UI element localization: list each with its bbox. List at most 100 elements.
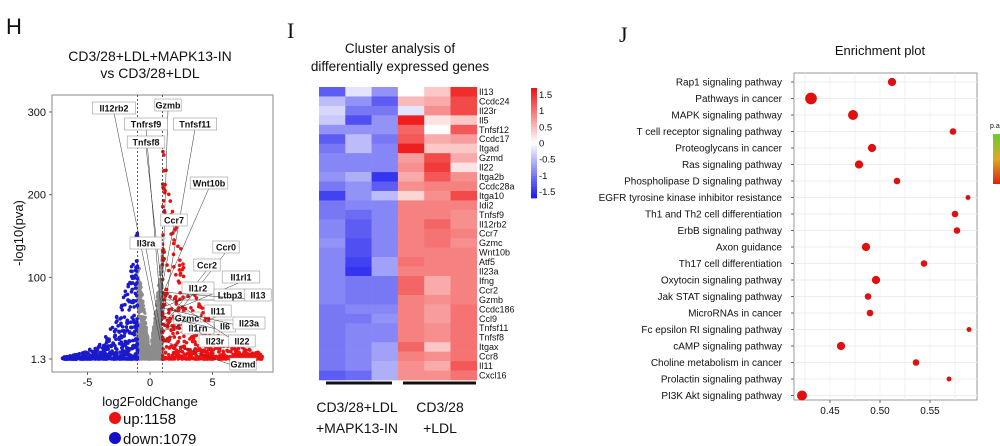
heatmap-cell <box>319 342 346 352</box>
down-point <box>97 342 102 347</box>
heatmap-row-label: Idi2 <box>479 200 494 210</box>
heatmap-cell <box>397 247 425 258</box>
up-point <box>181 274 186 279</box>
heatmap-cell <box>397 87 425 97</box>
ns-point <box>153 349 157 354</box>
down-point <box>127 338 132 343</box>
up-point <box>167 192 171 197</box>
volcano-axes: -5 0 5 1.3 100 200 300 <box>28 107 216 389</box>
heatmap-cell <box>319 219 346 230</box>
pathway-label: Rap1 signaling pathway <box>676 78 782 89</box>
down-point <box>127 330 132 334</box>
ns-point <box>144 331 148 335</box>
up-point <box>178 290 182 295</box>
heatmap-cell <box>371 313 399 324</box>
heatmap-row-label: Gzmc <box>479 238 503 248</box>
down-point <box>120 308 125 312</box>
up-point <box>200 350 205 354</box>
colorbar-segment <box>531 143 537 147</box>
pathway-label: Choline metabolism in cancer <box>651 358 783 369</box>
up-point <box>174 225 178 230</box>
down-point <box>118 350 122 354</box>
up-point <box>219 353 223 357</box>
heatmap-cell <box>371 304 399 315</box>
colorbar-segment <box>531 126 537 130</box>
up-point <box>191 356 196 361</box>
heatmap-cell <box>424 370 451 381</box>
heatmap-cell <box>345 332 372 343</box>
ns-point <box>139 281 143 286</box>
heatmap-cell <box>450 247 478 258</box>
x-tick-label: 5 <box>209 377 215 389</box>
up-point <box>228 349 233 354</box>
gene-label: Tnfsf11 <box>179 120 211 130</box>
gene-label-box <box>154 98 182 112</box>
gene-label: Il13 <box>250 291 265 301</box>
up-point <box>172 345 176 350</box>
ns-point <box>158 321 162 326</box>
down-point <box>117 337 122 342</box>
ns-point <box>142 348 147 352</box>
up-point <box>165 291 169 296</box>
ns-point <box>140 307 144 311</box>
heatmap-row-label: Atf5 <box>479 257 495 267</box>
up-point <box>232 346 237 351</box>
heatmap-cell <box>397 153 425 163</box>
heatmap-cell <box>345 247 372 258</box>
group-label-mapk13-line2: +MAPK13-IN <box>316 420 398 436</box>
heatmap-cell <box>424 143 451 154</box>
heatmap-cell <box>319 96 346 107</box>
down-point <box>129 325 133 329</box>
heatmap-cell <box>397 200 425 211</box>
colorbar-segment <box>531 140 537 144</box>
legend-down-dot <box>109 432 121 444</box>
heatmap-cell <box>450 313 478 324</box>
heatmap-cell <box>319 304 346 315</box>
heatmap-cell <box>345 266 372 277</box>
down-point <box>126 298 130 302</box>
up-point <box>178 258 182 262</box>
gene-label: Ccr0 <box>216 243 236 253</box>
heatmap-cell <box>424 351 451 362</box>
ns-point <box>159 345 163 349</box>
heatmap-cell <box>319 200 346 211</box>
heatmap-row-label: Ccr8 <box>479 352 498 362</box>
down-point <box>135 357 139 361</box>
heatmap-cell <box>397 209 425 220</box>
colorbar-segment <box>531 167 537 171</box>
enrichment-plot: Enrichment plot Rap1 signaling pathway Pa… <box>599 43 1000 417</box>
heatmap-row-label: Ccr2 <box>479 285 498 295</box>
down-point <box>133 299 138 303</box>
gene-label-leader <box>145 128 163 325</box>
pathway-point <box>966 327 972 332</box>
down-point <box>135 348 140 352</box>
down-point <box>93 350 98 355</box>
down-point <box>126 349 131 353</box>
pathway-label: Jak STAT signaling pathway <box>657 292 782 303</box>
down-point <box>102 354 107 358</box>
ns-point <box>139 285 143 289</box>
pathway-point <box>893 177 901 185</box>
heatmap-row-label: Il12rb2 <box>479 219 507 229</box>
heatmap-row-label: Ifng <box>479 276 494 286</box>
down-point <box>132 305 136 309</box>
ns-point <box>138 328 143 332</box>
colorbar-tick-label: 1 <box>539 106 544 117</box>
gene-label: Gzmd <box>230 360 255 370</box>
ns-point <box>138 357 142 361</box>
heatmap-cell <box>319 190 346 201</box>
down-point <box>123 356 127 361</box>
pathway-label: PI3K Akt signaling pathway <box>661 391 782 402</box>
up-point <box>163 188 167 193</box>
heatmap-row-label: Tnfsf9 <box>479 210 504 220</box>
heatmap-cell <box>345 172 372 182</box>
volcano-xlabel: log2FoldChange <box>102 394 197 409</box>
heatmap-row-label: Il13 <box>479 87 494 97</box>
up-point <box>221 349 225 354</box>
up-point <box>171 331 175 336</box>
colorbar-segment <box>531 101 537 105</box>
heatmap-cell <box>397 115 425 126</box>
up-point <box>201 311 205 315</box>
pathway-label: Proteoglycans in cancer <box>675 144 782 155</box>
pathway-label: EGFR tyrosine kinase inhibitor resistanc… <box>599 193 783 204</box>
